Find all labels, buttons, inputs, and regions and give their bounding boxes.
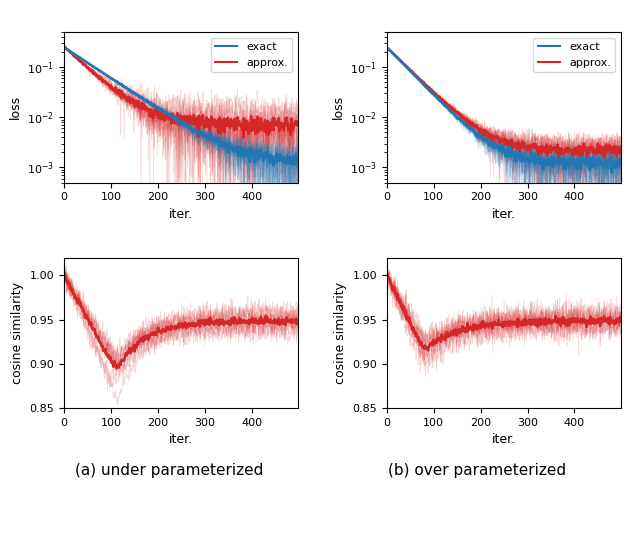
exact [172, 116, 179, 122]
Text: (b) over parameterized: (b) over parameterized [388, 463, 566, 478]
approx. [575, 148, 582, 155]
X-axis label: iter.: iter. [492, 208, 516, 221]
X-axis label: iter.: iter. [169, 433, 193, 446]
Y-axis label: loss: loss [9, 96, 22, 119]
approx. [383, 44, 390, 50]
approx. [494, 134, 502, 140]
approx. [612, 144, 620, 150]
exact [612, 164, 620, 171]
exact [494, 143, 502, 149]
approx. [495, 139, 503, 146]
exact [575, 162, 582, 168]
exact [187, 123, 195, 129]
approx. [172, 120, 179, 126]
approx. [522, 144, 530, 151]
exact [617, 160, 625, 166]
Y-axis label: loss: loss [332, 96, 344, 119]
approx. [60, 43, 68, 50]
exact [607, 169, 615, 175]
Line: approx.: approx. [387, 47, 621, 159]
approx. [289, 121, 296, 128]
exact [200, 133, 207, 139]
exact [509, 151, 517, 157]
X-axis label: iter.: iter. [169, 208, 193, 221]
exact [383, 44, 390, 50]
approx. [294, 122, 302, 129]
Legend: exact, approx.: exact, approx. [211, 38, 292, 72]
Text: (a) under parameterized: (a) under parameterized [76, 463, 264, 478]
approx. [575, 156, 583, 162]
approx. [252, 121, 260, 128]
Line: approx.: approx. [64, 47, 298, 137]
X-axis label: iter.: iter. [492, 433, 516, 446]
approx. [617, 150, 625, 157]
approx. [240, 134, 248, 141]
exact [294, 163, 302, 170]
approx. [173, 114, 180, 121]
Line: exact: exact [387, 47, 621, 172]
exact [60, 44, 68, 50]
exact [495, 146, 503, 152]
approx. [509, 145, 517, 151]
Y-axis label: cosine similarity: cosine similarity [334, 282, 347, 384]
Legend: exact, approx.: exact, approx. [533, 38, 615, 72]
Y-axis label: cosine similarity: cosine similarity [11, 282, 24, 384]
exact [522, 157, 530, 163]
exact [173, 118, 180, 124]
approx. [200, 118, 207, 124]
approx. [187, 116, 195, 122]
exact [289, 161, 296, 167]
Line: exact: exact [64, 47, 298, 166]
exact [252, 148, 260, 155]
